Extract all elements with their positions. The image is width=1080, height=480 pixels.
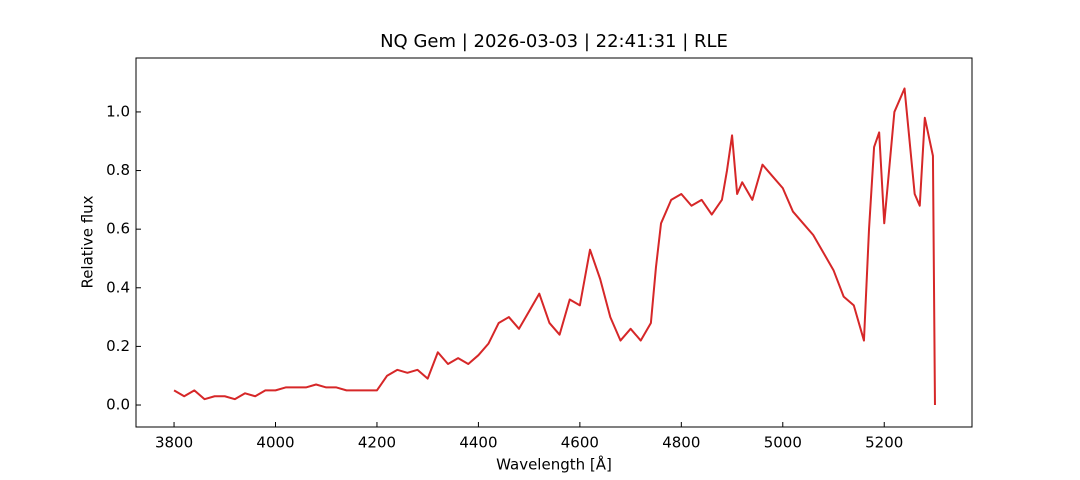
x-tick-label: 4000 (256, 434, 294, 452)
y-tick-label: 0.2 (106, 337, 130, 355)
y-tick-label: 1.0 (106, 102, 130, 120)
x-tick-label: 4800 (662, 434, 700, 452)
y-tick-label: 0.8 (106, 161, 130, 179)
y-tick-label: 0.4 (106, 278, 130, 296)
y-tick-label: 0.6 (106, 220, 130, 238)
chart-title: NQ Gem | 2026-03-03 | 22:41:31 | RLE (380, 31, 728, 52)
x-tick-label: 4400 (459, 434, 497, 452)
x-tick-label: 5000 (764, 434, 802, 452)
x-tick-label: 4600 (561, 434, 599, 452)
plot-frame (135, 57, 973, 428)
x-tick-label: 5200 (865, 434, 903, 452)
x-tick-label: 3800 (155, 434, 193, 452)
y-tick-label: 0.0 (106, 396, 130, 414)
spectrum-line (173, 87, 936, 406)
x-axis-label: Wavelength [Å] (496, 455, 612, 474)
x-tick-label: 4200 (358, 434, 396, 452)
y-axis-label: Relative flux (79, 195, 97, 288)
